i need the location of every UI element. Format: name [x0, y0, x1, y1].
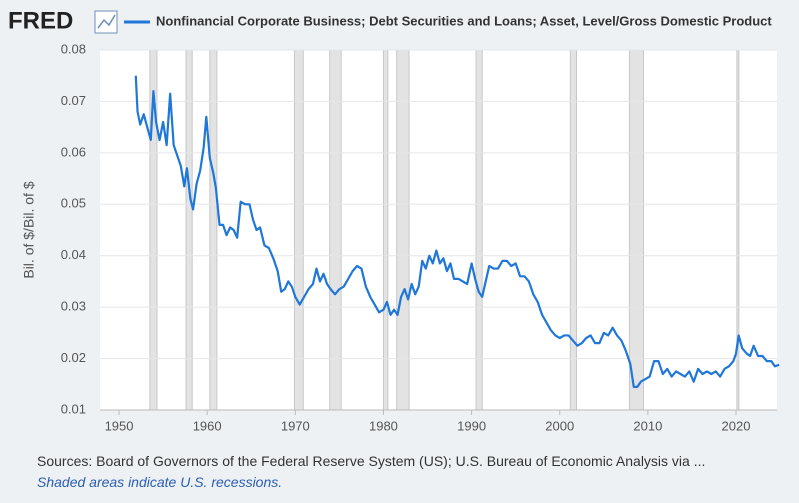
recession-band: [475, 49, 483, 411]
recession-band: [736, 49, 740, 411]
source-note: Sources: Board of Governors of the Feder…: [37, 453, 706, 469]
x-tick-label: 2020: [722, 418, 751, 433]
y-tick-label: 0.06: [61, 144, 86, 159]
legend-label: Nonfinancial Corporate Business; Debt Se…: [156, 13, 772, 28]
x-tick-label: 2010: [633, 418, 662, 433]
recession-band: [185, 49, 193, 411]
recession-band: [628, 49, 644, 411]
y-axis-label: Bil. of $/Bil. of $: [21, 181, 37, 278]
plot-area: [100, 50, 777, 410]
x-tick-label: 1990: [457, 418, 486, 433]
x-tick-label: 1980: [369, 418, 398, 433]
y-tick-label: 0.02: [61, 350, 86, 365]
recession-band: [396, 49, 410, 411]
series-line: [134, 75, 780, 388]
x-tick-label: 1970: [281, 418, 310, 433]
y-tick-label: 0.01: [61, 401, 86, 416]
y-tick-label: 0.05: [61, 196, 86, 211]
y-tick-label: 0.07: [61, 93, 86, 108]
x-tick-label: 1960: [193, 418, 222, 433]
recession-band: [382, 49, 389, 411]
recession-band: [329, 49, 342, 411]
recession-band: [209, 49, 218, 411]
y-tick-label: 0.04: [61, 247, 86, 262]
recession-band: [293, 49, 304, 411]
x-tick-label: 2000: [545, 418, 574, 433]
x-tick-label: 1950: [105, 418, 134, 433]
brand-logo: FRED: [8, 7, 73, 34]
recession-band: [569, 49, 577, 411]
y-tick-label: 0.03: [61, 299, 86, 314]
chart: FRED Nonfinancial Corporate Business; De…: [8, 7, 780, 433]
logo-icon-line: [97, 14, 116, 29]
recession-note: Shaded areas indicate U.S. recessions.: [37, 474, 283, 490]
y-tick-label: 0.08: [61, 41, 86, 56]
